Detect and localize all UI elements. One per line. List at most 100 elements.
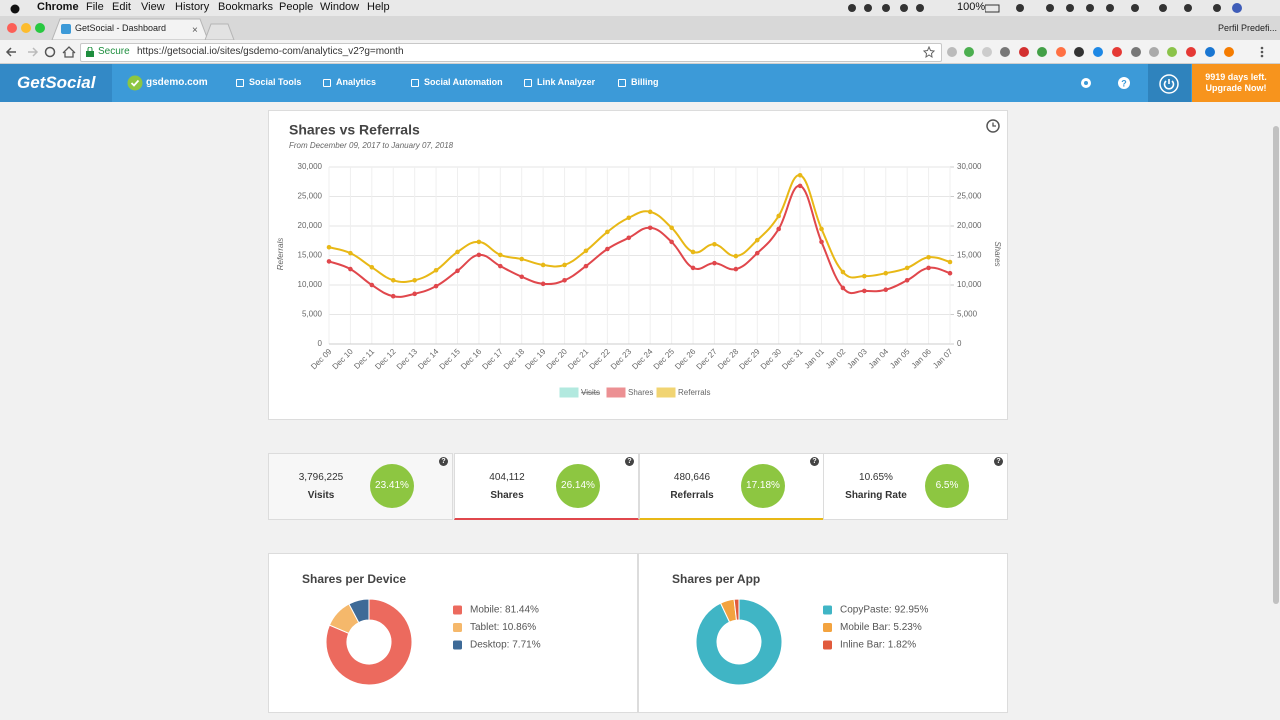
- help-icon[interactable]: ?: [439, 457, 448, 466]
- status-icons: [848, 4, 924, 12]
- data-point: [840, 285, 846, 291]
- stat-card[interactable]: 404,112 Shares 26.14%?: [454, 453, 639, 520]
- menu-item[interactable]: View: [141, 1, 165, 13]
- x-tick-label: Dec 13: [395, 347, 420, 372]
- nav-item[interactable]: Link Analyzer: [537, 77, 596, 87]
- x-tick-label: Dec 23: [609, 347, 634, 372]
- x-tick-label: Dec 19: [523, 347, 548, 372]
- menu-item[interactable]: Edit: [112, 1, 131, 13]
- scrollbar-thumb[interactable]: [1273, 126, 1279, 604]
- nav-bar: GetSocial gsdemo.com ? 9919 days left. U…: [0, 64, 1280, 102]
- x-tick-label: Dec 26: [673, 347, 698, 372]
- upgrade-button[interactable]: 9919 days left. Upgrade Now!: [1192, 64, 1280, 102]
- nav-item[interactable]: Social Automation: [424, 77, 503, 87]
- x-tick-label: Dec 30: [759, 347, 784, 372]
- help-icon[interactable]: ?: [994, 457, 1003, 466]
- legend-swatch[interactable]: [656, 387, 676, 398]
- star-icon[interactable]: [923, 46, 935, 58]
- legend-label: Mobile: 81.44%: [470, 605, 539, 616]
- data-point: [669, 225, 674, 231]
- power-block[interactable]: [1148, 64, 1191, 102]
- menu-item[interactable]: People: [279, 1, 314, 13]
- tab-title[interactable]: GetSocial - Dashboard: [75, 23, 167, 33]
- data-point: [626, 215, 632, 221]
- legend-label[interactable]: Referrals: [678, 388, 710, 397]
- secure-label: Secure: [98, 46, 130, 57]
- nav-icons[interactable]: ?: [1076, 74, 1186, 92]
- stat-card[interactable]: 480,646 Referrals 17.18%?: [639, 453, 824, 520]
- extension-icons[interactable]: [944, 44, 1274, 60]
- menu-app[interactable]: Chrome: [37, 1, 79, 13]
- data-point: [583, 263, 589, 269]
- y-tick-label: 15,000: [298, 251, 323, 260]
- url[interactable]: https://getsocial.io/sites/gsdemo-com/an…: [137, 46, 404, 57]
- data-point: [840, 269, 846, 275]
- apple-icon[interactable]: [10, 2, 20, 14]
- data-point: [348, 266, 353, 272]
- data-point: [647, 225, 653, 231]
- help-icon[interactable]: ?: [625, 457, 634, 466]
- legend-label[interactable]: Shares: [628, 388, 653, 397]
- data-point: [369, 265, 375, 270]
- stat-card[interactable]: 10.65% Sharing Rate 6.5%?: [823, 453, 1008, 520]
- data-point: [669, 239, 674, 245]
- x-tick-label: Dec 27: [695, 347, 720, 372]
- pie-slice: [348, 598, 370, 624]
- data-point: [926, 254, 931, 260]
- x-tick-label: Dec 18: [502, 347, 527, 372]
- data-point: [904, 277, 910, 283]
- profile[interactable]: Perfil Predefi...: [1218, 23, 1278, 33]
- legend-label: Mobile Bar: 5.23%: [840, 622, 922, 633]
- data-point: [348, 250, 353, 256]
- y-tick-label: 10,000: [298, 280, 323, 289]
- nav-item[interactable]: Analytics: [336, 77, 377, 87]
- x-tick-label: Jan 03: [845, 347, 869, 371]
- legend-swatch[interactable]: [559, 387, 579, 398]
- nav-item[interactable]: Social Tools: [249, 77, 302, 87]
- device-card: Shares per Device Mobile: 81.44% Tablet: 1…: [268, 553, 638, 713]
- legend-label[interactable]: Visits: [581, 388, 600, 397]
- logo-block: [0, 64, 112, 102]
- x-tick-label: Dec 14: [416, 347, 441, 372]
- stat-value: 480,646: [673, 472, 711, 483]
- data-point: [733, 266, 739, 272]
- legend-label: Desktop: 7.71%: [470, 640, 541, 651]
- trial-days: 9919 days left.: [1205, 72, 1267, 82]
- menu-item[interactable]: File: [86, 1, 104, 13]
- chart-subtitle: From December 09, 2017 to January 07, 20…: [289, 141, 454, 150]
- device-pie: Shares per Device Mobile: 81.44% Tablet: 1…: [302, 572, 541, 686]
- menu-item[interactable]: Bookmarks: [218, 1, 274, 13]
- nav-item[interactable]: Billing: [631, 77, 659, 87]
- x-tick-label: Dec 20: [545, 347, 570, 372]
- nav-buttons[interactable]: [0, 40, 80, 64]
- legend-swatch: [453, 605, 462, 615]
- x-tick-label: Jan 07: [931, 347, 955, 371]
- legend-swatch[interactable]: [606, 387, 626, 398]
- chart-title: Shares per App: [672, 572, 760, 586]
- data-point: [712, 260, 717, 266]
- stat-badge: 26.14%: [556, 464, 600, 508]
- menu-item[interactable]: History: [175, 1, 210, 13]
- stat-card[interactable]: 3,796,225 Visits 23.41%?: [268, 453, 453, 520]
- help-icon[interactable]: ?: [810, 457, 819, 466]
- data-point: [412, 277, 417, 283]
- stat-badge: 6.5%: [925, 464, 969, 508]
- history-icon[interactable]: [986, 119, 1000, 133]
- menu-item[interactable]: Window: [320, 1, 360, 13]
- x-tick-label: Dec 25: [652, 347, 677, 372]
- omnibox[interactable]: Secure https://getsocial.io/sites/gsdemo…: [80, 43, 942, 62]
- data-point: [947, 259, 953, 265]
- site-selector[interactable]: gsdemo.com: [146, 77, 208, 88]
- menu-item[interactable]: Help: [367, 1, 390, 13]
- legend-swatch: [823, 640, 832, 650]
- data-point: [540, 262, 546, 268]
- y-tick-label: 5,000: [302, 310, 323, 319]
- data-point: [326, 244, 332, 250]
- series-line: [328, 184, 951, 298]
- logo[interactable]: GetSocial: [17, 73, 96, 92]
- data-point: [797, 172, 803, 178]
- legend-label: Tablet: 10.86%: [470, 622, 536, 633]
- data-point: [754, 237, 760, 243]
- nav-icon: [524, 79, 532, 87]
- data-point: [390, 277, 396, 283]
